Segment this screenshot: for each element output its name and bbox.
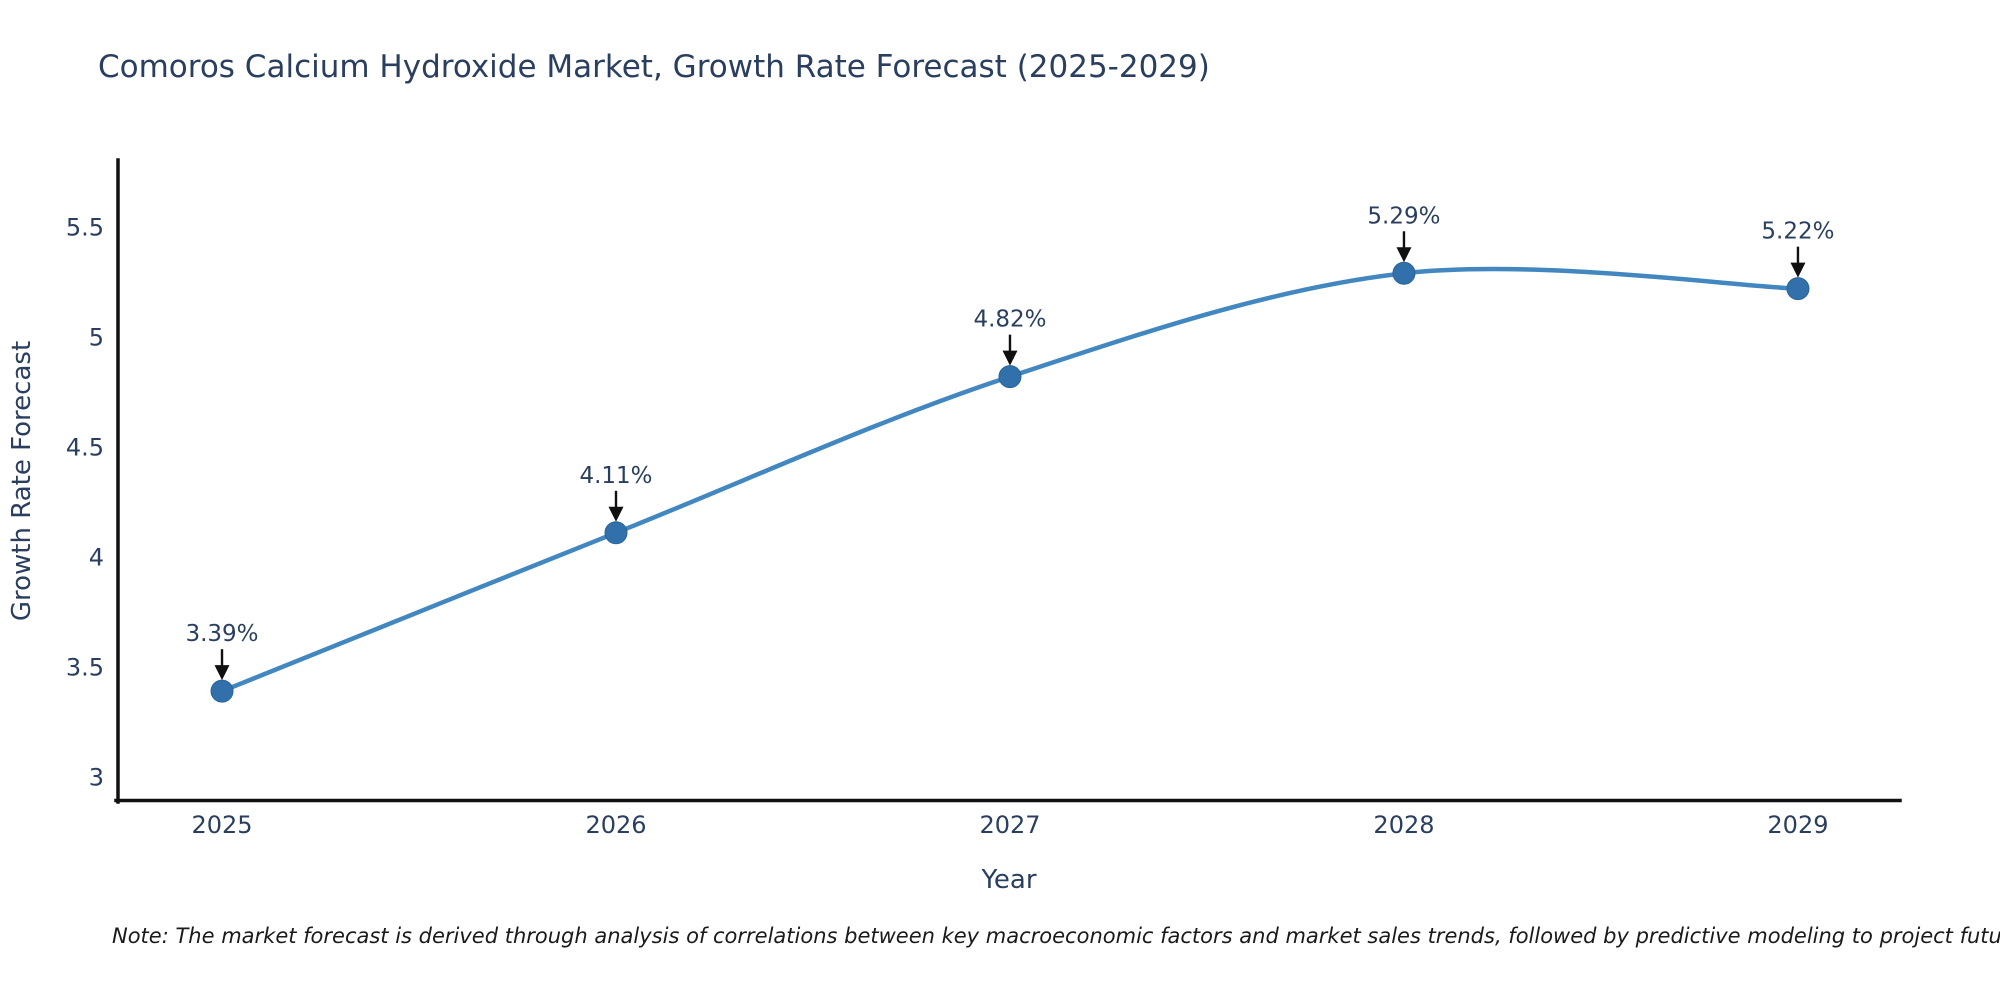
y-axis-title: Growth Rate Forecast — [7, 341, 37, 621]
point-annotation: 5.29% — [1367, 203, 1441, 263]
data-point-markers — [210, 261, 1810, 703]
point-annotation-label: 3.39% — [185, 621, 258, 647]
y-tick-label: 5.5 — [66, 214, 104, 242]
x-tick-label: 2028 — [1373, 811, 1434, 839]
point-annotation-label: 4.82% — [973, 307, 1046, 333]
x-tick-label: 2026 — [585, 811, 646, 839]
point-annotation-label: 5.29% — [1367, 203, 1440, 229]
y-tick-label: 3 — [89, 763, 104, 791]
y-axis: 3 3.5 4 4.5 5 5.5 Growth Rate Forecast — [7, 158, 120, 804]
point-annotation: 3.39% — [185, 621, 259, 681]
y-tick-labels: 3 3.5 4 4.5 5 5.5 — [66, 214, 104, 792]
point-annotation: 4.11% — [579, 463, 653, 522]
point-annotation-label: 4.11% — [579, 463, 652, 489]
y-tick-label: 3.5 — [66, 653, 104, 681]
x-axis: 2025 2026 2027 2028 2029 Year — [114, 798, 1902, 895]
x-tick-labels: 2025 2026 2027 2028 2029 — [191, 811, 1828, 839]
annotation-arrowhead-icon — [1790, 262, 1806, 278]
data-point-marker — [1392, 261, 1416, 285]
point-annotation: 5.22% — [1761, 219, 1834, 278]
chart-title: Comoros Calcium Hydroxide Market, Growth… — [98, 49, 1210, 85]
x-tick-label: 2025 — [191, 811, 252, 839]
x-tick-label: 2027 — [979, 811, 1040, 839]
annotation-arrowhead-icon — [1002, 350, 1018, 366]
data-point-marker — [210, 679, 234, 703]
data-point-marker — [1786, 277, 1810, 301]
y-tick-label: 5 — [89, 324, 104, 352]
point-annotations: 3.39% 4.11% 4.82% 5.29% 5.22% — [185, 203, 1834, 681]
annotation-arrowhead-icon — [608, 506, 624, 522]
data-point-marker — [998, 365, 1022, 389]
point-annotation: 4.82% — [973, 307, 1047, 366]
point-annotation-label: 5.22% — [1761, 219, 1834, 245]
x-axis-title: Year — [980, 865, 1036, 895]
y-tick-label: 4 — [89, 543, 104, 571]
footnote: Note: The market forecast is derived thr… — [112, 924, 2000, 948]
x-tick-label: 2029 — [1767, 811, 1828, 839]
data-point-marker — [604, 521, 628, 545]
y-tick-label: 4.5 — [66, 434, 104, 462]
annotation-arrowhead-icon — [214, 665, 230, 681]
annotation-arrowhead-icon — [1396, 247, 1412, 263]
